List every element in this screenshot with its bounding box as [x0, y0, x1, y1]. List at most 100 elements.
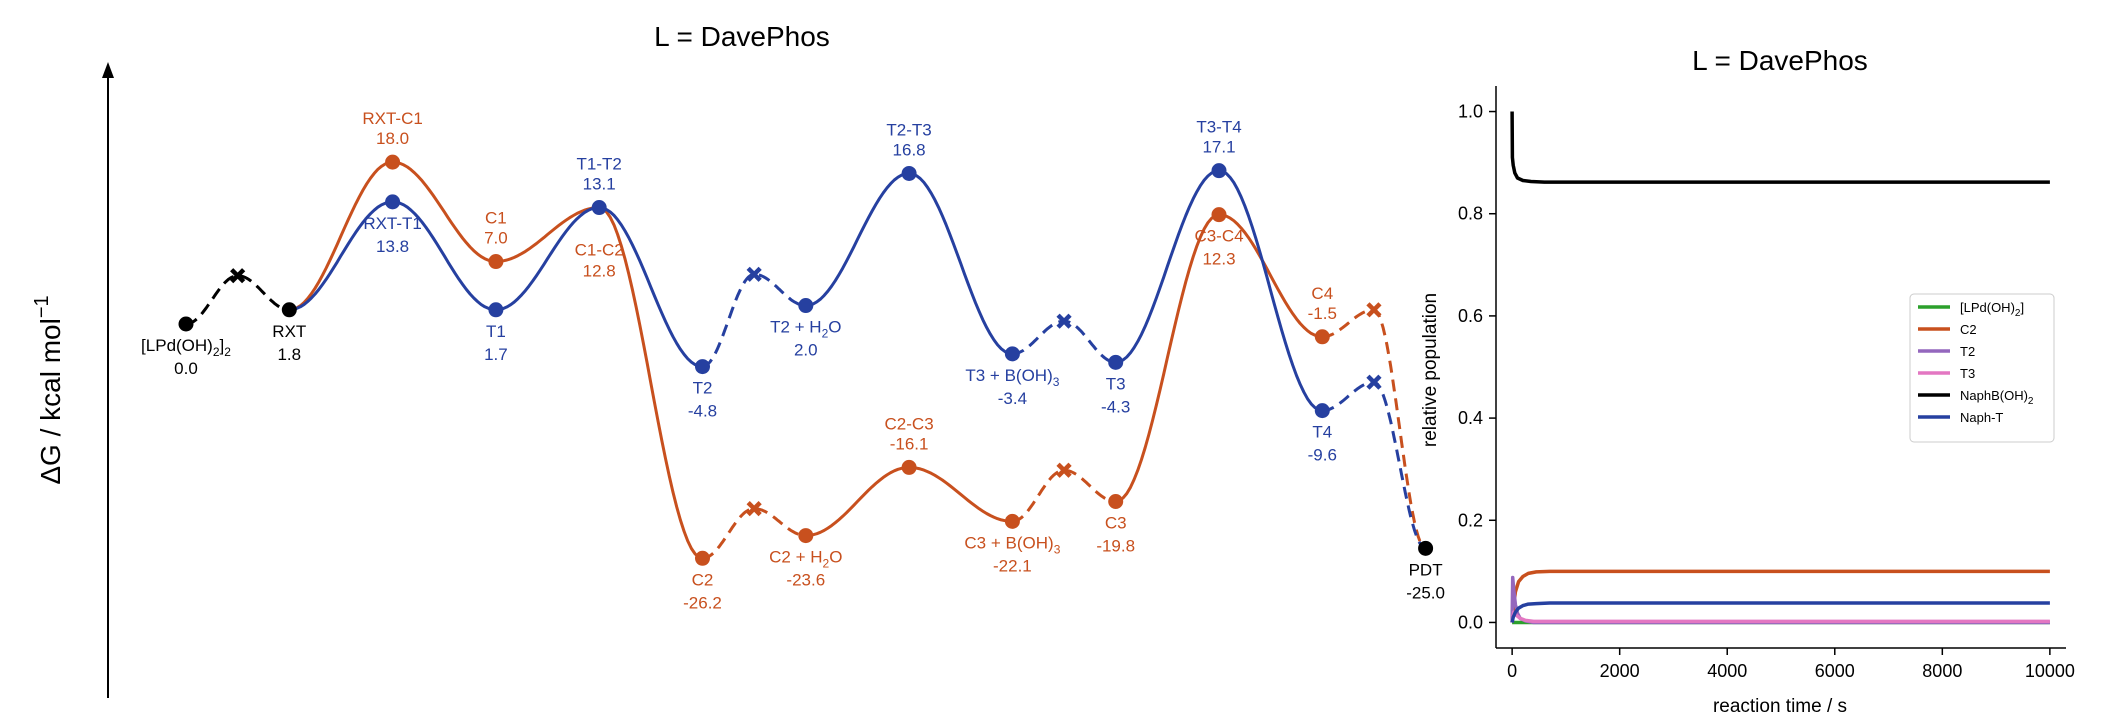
energy-state-value: 17.1	[1202, 138, 1235, 157]
energy-state-label: C3-C4 12.3	[1194, 227, 1243, 269]
energy-state-label: RXT 1.8	[272, 322, 306, 364]
population-series-line-3	[1510, 610, 2050, 624]
legend-frame	[1909, 293, 2055, 443]
energy-state-point	[178, 316, 194, 332]
legend-label: [LPd(OH)2]	[1960, 300, 2024, 319]
svg-text:12.8: 12.8	[583, 262, 616, 281]
energy-y-axis-arrowhead	[102, 62, 114, 78]
energy-path-12	[1322, 380, 1427, 550]
energy-state-point	[901, 165, 917, 181]
energy-state-label: C3 -19.8	[1096, 514, 1135, 556]
energy-state-name: C3	[1105, 514, 1127, 533]
legend-entry: T3	[1918, 366, 1975, 381]
energy-state-point	[798, 528, 814, 544]
population-series-line-4	[1510, 111, 2050, 184]
svg-text:C1-C2: C1-C2	[575, 241, 624, 260]
energy-state-label: C2 + H2O-23.6	[769, 548, 842, 590]
y-tick-label: 1.0	[1458, 102, 1483, 122]
energy-state-name: T3	[1106, 374, 1126, 393]
energy-state-point	[385, 154, 401, 170]
population-x-axis-label: reaction time / s	[1713, 696, 1847, 717]
energy-state-name: C3 + B(OH)3	[964, 533, 1060, 556]
energy-state-point	[1314, 329, 1330, 345]
energy-state-name: RXT-T1	[363, 214, 422, 233]
energy-state-name: C2 + H2O	[769, 548, 842, 571]
legend-entry: [LPd(OH)2]	[1918, 300, 2024, 319]
energy-state-point	[488, 302, 504, 318]
energy-intermediate-x-marker	[230, 268, 246, 284]
energy-state-name: T1	[486, 322, 506, 341]
energy-state-point	[1108, 494, 1124, 509]
energy-state-point	[695, 359, 710, 375]
energy-y-axis-label: ΔG / kcal mol−1	[31, 295, 66, 484]
svg-text:ΔG / kcal mol−1: ΔG / kcal mol−1	[31, 295, 66, 484]
legend-label: T2	[1960, 344, 1975, 359]
energy-state-value: -22.1	[993, 556, 1032, 575]
energy-state-name: C2-C3	[885, 414, 934, 433]
energy-state-name: C3-C4	[1194, 227, 1243, 246]
energy-state-label: T4 -9.6	[1308, 423, 1337, 465]
energy-state-point	[1211, 207, 1227, 223]
population-legend: [LPd(OH)2] C2 T2 T3 NaphB(OH)2 Naph-T	[1909, 293, 2055, 443]
energy-state-label: T3 -4.3	[1101, 374, 1130, 416]
legend-label: Naph-T	[1960, 410, 2003, 425]
energy-path-8	[1012, 319, 1116, 364]
energy-state-point	[695, 550, 710, 566]
energy-state-point	[798, 298, 814, 314]
energy-state-name: C1	[485, 209, 507, 228]
energy-state-point	[591, 200, 607, 216]
energy-state-value: 16.8	[893, 140, 926, 159]
energy-state-name: C2	[692, 570, 714, 589]
energy-extra-label: C1-C2 12.8	[575, 241, 624, 281]
x-tick-label: 0	[1507, 661, 1517, 681]
energy-state-point	[385, 194, 401, 210]
y-tick-label: 0.8	[1458, 204, 1483, 224]
population-y-axis-label: relative population	[1420, 293, 1441, 447]
x-tick-label: 2000	[1600, 661, 1640, 681]
energy-state-name: C4	[1311, 284, 1333, 303]
energy-state-point	[1211, 163, 1227, 179]
energy-state-name: [LPd(OH)2]2	[141, 336, 231, 359]
energy-path-0	[185, 274, 290, 326]
energy-state-value: 13.8	[376, 237, 409, 256]
energy-state-label: C2 -26.2	[683, 570, 722, 612]
energy-state-value: -26.2	[683, 593, 722, 612]
energy-state-name: T3-T4	[1196, 118, 1241, 137]
legend-entry: Naph-T	[1918, 410, 2003, 425]
energy-state-name: T2 + H2O	[770, 318, 841, 341]
energy-state-point	[901, 459, 917, 475]
legend-entry: NaphB(OH)2	[1918, 388, 2034, 407]
energy-state-name: T1-T2	[577, 155, 622, 174]
energy-state-label: C17.0	[484, 209, 508, 248]
energy-state-value: -23.6	[786, 571, 825, 590]
energy-state-label: RXT-T1 13.8	[363, 214, 422, 256]
energy-intermediate-x-marker	[1056, 462, 1072, 478]
energy-state-value: -19.8	[1096, 537, 1135, 556]
energy-intermediate-x-marker	[1366, 302, 1382, 318]
energy-state-value: 13.1	[583, 175, 616, 194]
energy-state-label: C4-1.5	[1308, 284, 1337, 323]
energy-state-point	[1314, 403, 1330, 419]
legend-entry: C2	[1918, 322, 1977, 337]
energy-state-label: C2-C3-16.1	[885, 414, 934, 453]
energy-state-point	[1004, 346, 1020, 362]
energy-state-point	[1004, 513, 1020, 529]
energy-state-label: T11.7	[484, 322, 508, 364]
energy-state-value: -3.4	[998, 389, 1027, 408]
energy-state-label: PDT -25.0	[1406, 560, 1445, 602]
energy-state-point	[281, 302, 297, 318]
x-tick-label: 4000	[1707, 661, 1747, 681]
population-chart: L = DavePhos 0 2000 4000 6000 8000 10000 0.0 0.…	[1420, 45, 2075, 717]
energy-path-10	[1115, 169, 1323, 413]
energy-state-name: PDT	[1409, 560, 1443, 579]
population-series-line-2	[1510, 575, 2050, 625]
legend-label: NaphB(OH)2	[1960, 388, 2034, 407]
population-series-group	[1510, 111, 2050, 625]
y-tick-label: 0.2	[1458, 510, 1483, 530]
energy-state-label: C3 + B(OH)3-22.1	[964, 533, 1060, 575]
